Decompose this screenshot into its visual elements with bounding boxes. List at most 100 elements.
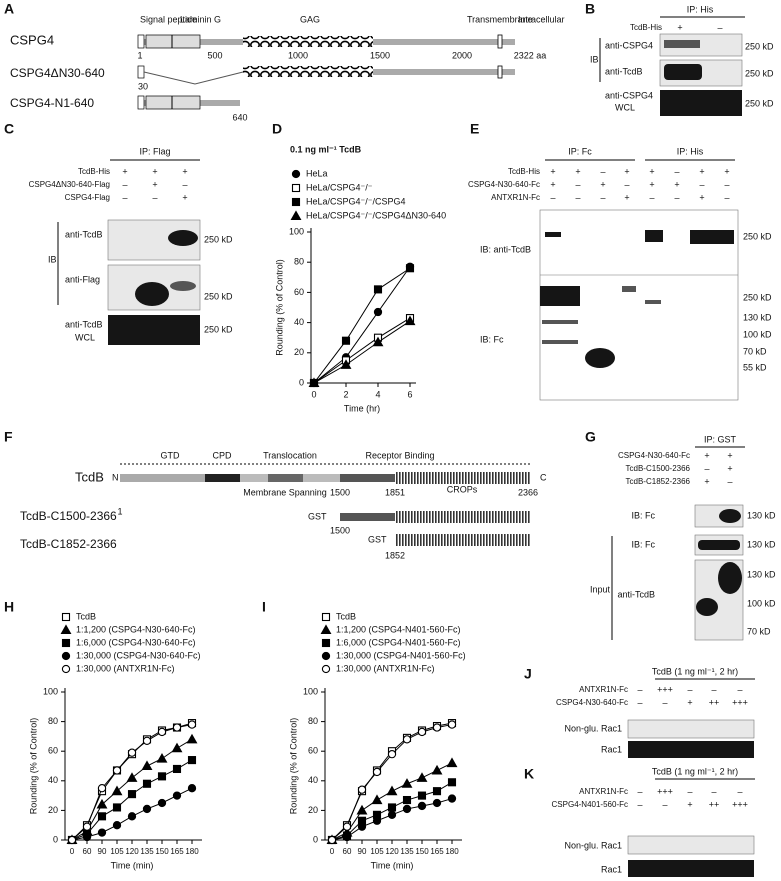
tag: GST	[308, 511, 327, 521]
lane-sign: +	[122, 166, 127, 176]
ip-label: IP: Fc	[568, 146, 592, 156]
marker	[340, 359, 352, 369]
lane-sign: +	[182, 192, 187, 202]
lane-sign: +	[624, 166, 629, 176]
lane-sign: –	[711, 684, 716, 694]
lane-sign: –	[122, 179, 127, 189]
marker	[447, 778, 457, 787]
treatment: TcdB (1 ng ml⁻¹, 2 hr)	[652, 666, 738, 676]
lane-sign: –	[637, 786, 642, 796]
lane-sign: +++	[732, 799, 748, 809]
lane-sign: –	[182, 179, 187, 189]
lane-sign: –	[727, 476, 732, 486]
lane-sign: –	[662, 799, 667, 809]
x-tick-label: 60	[83, 847, 92, 856]
marker: 250 kD	[745, 68, 774, 78]
ip-label: IP: Flag	[139, 146, 170, 156]
band	[645, 300, 661, 304]
y-tick-label: 20	[48, 805, 58, 815]
lane-sign: +	[687, 697, 692, 707]
blot	[628, 741, 754, 758]
marker	[61, 664, 71, 674]
y-tick-label: 20	[294, 347, 304, 357]
x-tick-label: 150	[155, 847, 169, 856]
position: 2322 aa	[514, 50, 547, 60]
marker	[172, 764, 182, 774]
lane-sign: +	[152, 179, 157, 189]
marker	[387, 803, 397, 812]
panel-label: H	[4, 599, 14, 615]
marker	[156, 752, 168, 763]
position: 2000	[452, 50, 472, 60]
panel-label: I	[262, 599, 266, 615]
marker	[127, 748, 137, 757]
gag	[243, 36, 373, 47]
lane-sign: –	[152, 192, 157, 202]
x-tick-label: 165	[170, 847, 184, 856]
lane-sign: +	[704, 450, 709, 460]
marker	[327, 835, 337, 845]
position: 1852	[385, 550, 405, 560]
band	[168, 230, 198, 246]
blot-label: anti-CSPG4	[605, 90, 653, 100]
band	[664, 40, 700, 48]
marker	[82, 832, 92, 842]
lane-sign: +	[677, 22, 682, 32]
lane-sign: ++	[709, 697, 720, 707]
blot-label: IB: Fc	[631, 510, 655, 520]
marker: 250 kD	[204, 234, 233, 244]
y-axis-label: Rounding (% of Control)	[288, 718, 298, 815]
marker	[97, 784, 107, 793]
panel-b: B IP: His IB anti-CSPG4 anti-TcdB anti-C…	[585, 1, 774, 116]
blot-label: Non-glu. Rac1	[564, 723, 622, 733]
x-axis-label: Time (hr)	[344, 403, 380, 413]
lane-sign: +++	[657, 786, 673, 796]
x-axis-label: Time (min)	[111, 860, 154, 870]
lane-sign: –	[711, 786, 716, 796]
panel-j: J TcdB (1 ng ml⁻¹, 2 hr) Non-glu. Rac1 R…	[524, 666, 755, 758]
blot	[627, 719, 755, 739]
construct-name: TcdB-C1500-2366	[20, 509, 117, 523]
lane-sign: –	[550, 192, 555, 202]
marker	[187, 756, 197, 765]
marker	[142, 736, 152, 745]
x-tick-label: 6	[407, 389, 412, 399]
signal	[137, 34, 145, 49]
lane-sign: +	[182, 166, 187, 176]
input-label: Input	[590, 584, 611, 594]
marker: 70 kD	[747, 626, 771, 636]
y-tick-label: 100	[303, 686, 318, 696]
panel-c: C IP: Flag IB anti-TcdB anti-Flag anti-T…	[4, 121, 233, 345]
lane-sign: –	[637, 697, 642, 707]
lane-sign: –	[600, 192, 605, 202]
x-axis-label: Time (min)	[371, 860, 414, 870]
position: 30	[138, 81, 148, 91]
marker	[67, 835, 77, 845]
marker	[172, 791, 182, 800]
panel-label: B	[585, 1, 595, 17]
y-tick-label: 20	[308, 805, 318, 815]
panel-label: F	[4, 429, 13, 445]
y-tick-label: 60	[294, 287, 304, 297]
lane-sign: +	[674, 179, 679, 189]
marker	[401, 778, 413, 788]
row-label: CSPG4-N30-640-Fc	[468, 180, 540, 189]
position: 1500	[330, 525, 350, 535]
legend-label: 1:30,000 (CSPG4-N401-560-Fc)	[336, 650, 466, 660]
panel-label: G	[585, 429, 596, 445]
band	[540, 286, 580, 306]
marker: 130 kD	[747, 510, 776, 520]
marker	[447, 794, 457, 803]
lane-sign: +	[704, 476, 709, 486]
lane-sign: –	[704, 463, 709, 473]
marker	[387, 810, 397, 819]
blot-label: IB: anti-TcdB	[480, 244, 531, 254]
marker	[342, 832, 352, 842]
row-label: CSPG4-N30-640-Fc	[556, 698, 628, 707]
row-label: ANTXR1N-Fc	[579, 787, 628, 796]
position: 500	[207, 50, 222, 60]
y-tick-label: 40	[294, 317, 304, 327]
row-label: TcdB-His	[508, 167, 540, 176]
position: 1500	[330, 487, 350, 497]
